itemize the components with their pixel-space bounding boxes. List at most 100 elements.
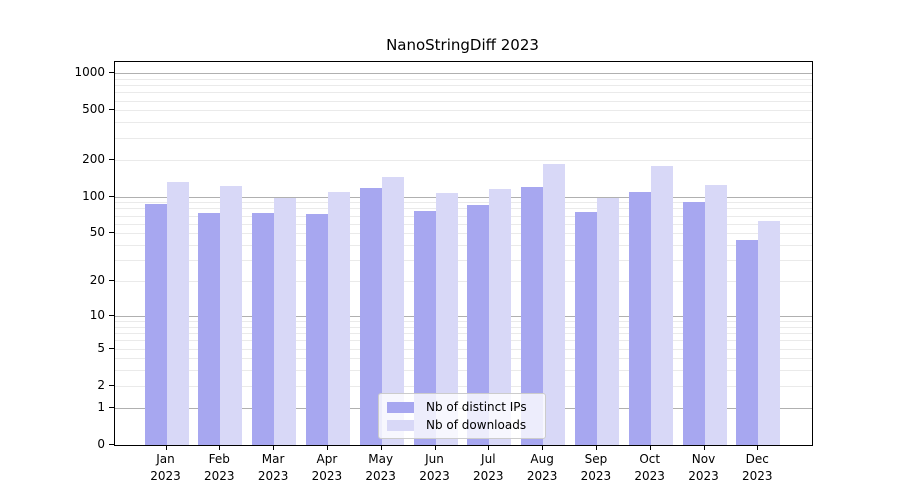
major-gridline [115, 196, 812, 198]
x-tick-label: Mar 2023 [243, 451, 303, 485]
x-tick-label: Jan 2023 [136, 451, 196, 485]
minor-gridline [115, 321, 812, 323]
x-tick-label: Feb 2023 [189, 451, 249, 485]
x-tick-label: Jul 2023 [458, 451, 518, 485]
minor-gridline [115, 358, 812, 360]
y-tick-mark [109, 384, 114, 386]
chart-title: NanoStringDiff 2023 [386, 36, 539, 54]
x-tick-mark [380, 445, 382, 450]
y-tick-label: 200 [82, 151, 105, 166]
x-tick-label: May 2023 [351, 451, 411, 485]
bar-downloads [758, 221, 781, 445]
x-tick-year: 2023 [150, 469, 181, 483]
minor-gridline [115, 202, 812, 204]
minor-gridline [115, 385, 812, 387]
x-tick-mark [649, 445, 651, 450]
y-tick-mark [109, 406, 114, 408]
minor-gridline [115, 92, 812, 94]
y-tick-label: 100 [82, 188, 105, 203]
minor-gridline [115, 137, 812, 139]
x-tick-mark [273, 445, 275, 450]
x-tick-label: Aug 2023 [512, 451, 572, 485]
bar-distinct-ips [198, 212, 221, 445]
y-tick-mark [109, 314, 114, 316]
x-tick-year: 2023 [688, 469, 719, 483]
y-tick-mark [109, 347, 114, 349]
legend-row-downloads: Nb of downloads [387, 418, 535, 432]
x-tick-mark [326, 445, 328, 450]
y-tick-mark [109, 109, 114, 111]
x-tick-label: Jun 2023 [405, 451, 465, 485]
y-tick-mark [109, 72, 114, 74]
bar-downloads [704, 184, 727, 445]
y-tick-label: 2 [97, 377, 105, 392]
y-tick-label: 1000 [74, 65, 105, 80]
major-gridline [115, 73, 812, 75]
minor-gridline [115, 215, 812, 217]
y-tick-mark [109, 158, 114, 160]
minor-gridline [115, 340, 812, 342]
bar-distinct-ips [682, 202, 705, 445]
bar-distinct-ips [359, 188, 382, 445]
minor-gridline [115, 370, 812, 372]
minor-gridline [115, 78, 812, 80]
x-tick-mark [542, 445, 544, 450]
major-gridline [115, 315, 812, 317]
minor-gridline [115, 100, 812, 102]
y-tick-mark [109, 444, 114, 445]
x-tick-label: Apr 2023 [297, 451, 357, 485]
distinct-ips-swatch [387, 401, 414, 413]
minor-gridline [115, 233, 812, 235]
bar-downloads [435, 193, 458, 445]
bar-distinct-ips [574, 211, 597, 445]
x-tick-year: 2023 [526, 469, 558, 483]
bar-downloads [327, 191, 350, 445]
bar-downloads [381, 176, 404, 445]
y-tick-mark [109, 280, 114, 282]
x-tick-year: 2023 [419, 469, 450, 483]
x-tick-year: 2023 [311, 469, 343, 483]
x-tick-mark [488, 445, 490, 450]
bar-downloads [166, 182, 189, 445]
y-tick-label: 1 [97, 399, 105, 414]
minor-gridline [115, 260, 812, 262]
y-tick-label: 5 [97, 340, 105, 355]
x-tick-year: 2023 [634, 469, 665, 483]
legend-label-downloads: Nb of downloads [426, 418, 527, 432]
bar-downloads [543, 164, 566, 445]
bar-downloads [220, 185, 243, 445]
x-tick-year: 2023 [580, 469, 612, 483]
x-tick-mark [434, 445, 436, 450]
bar-distinct-ips [467, 204, 490, 445]
minor-gridline [115, 326, 812, 328]
downloads-swatch [387, 419, 414, 431]
plot-area: Nb of distinct IPs Nb of downloads [114, 61, 813, 446]
y-tick-label: 500 [82, 102, 105, 117]
y-tick-label: 20 [89, 273, 105, 288]
bar-downloads [650, 165, 673, 445]
minor-gridline [115, 122, 812, 124]
bar-distinct-ips [413, 211, 436, 445]
legend-label-distinct-ips: Nb of distinct IPs [426, 400, 527, 414]
y-tick-label: 10 [89, 307, 105, 322]
x-tick-mark [165, 445, 167, 450]
minor-gridline [115, 85, 812, 87]
bar-distinct-ips [736, 240, 759, 445]
y-tick-mark [109, 232, 114, 234]
bar-downloads [274, 198, 297, 445]
x-tick-year: 2023 [742, 469, 773, 483]
bar-distinct-ips [252, 212, 275, 445]
bar-distinct-ips [144, 204, 167, 445]
x-tick-label: Nov 2023 [674, 451, 734, 485]
minor-gridline [115, 348, 812, 350]
x-tick-year: 2023 [365, 469, 396, 483]
minor-gridline [115, 333, 812, 335]
x-tick-year: 2023 [257, 469, 289, 483]
minor-gridline [115, 208, 812, 210]
legend-row-distinct-ips: Nb of distinct IPs [387, 400, 535, 414]
minor-gridline [115, 281, 812, 283]
legend: Nb of distinct IPs Nb of downloads [378, 393, 546, 439]
bar-distinct-ips [521, 187, 544, 445]
x-tick-label: Oct 2023 [620, 451, 680, 485]
